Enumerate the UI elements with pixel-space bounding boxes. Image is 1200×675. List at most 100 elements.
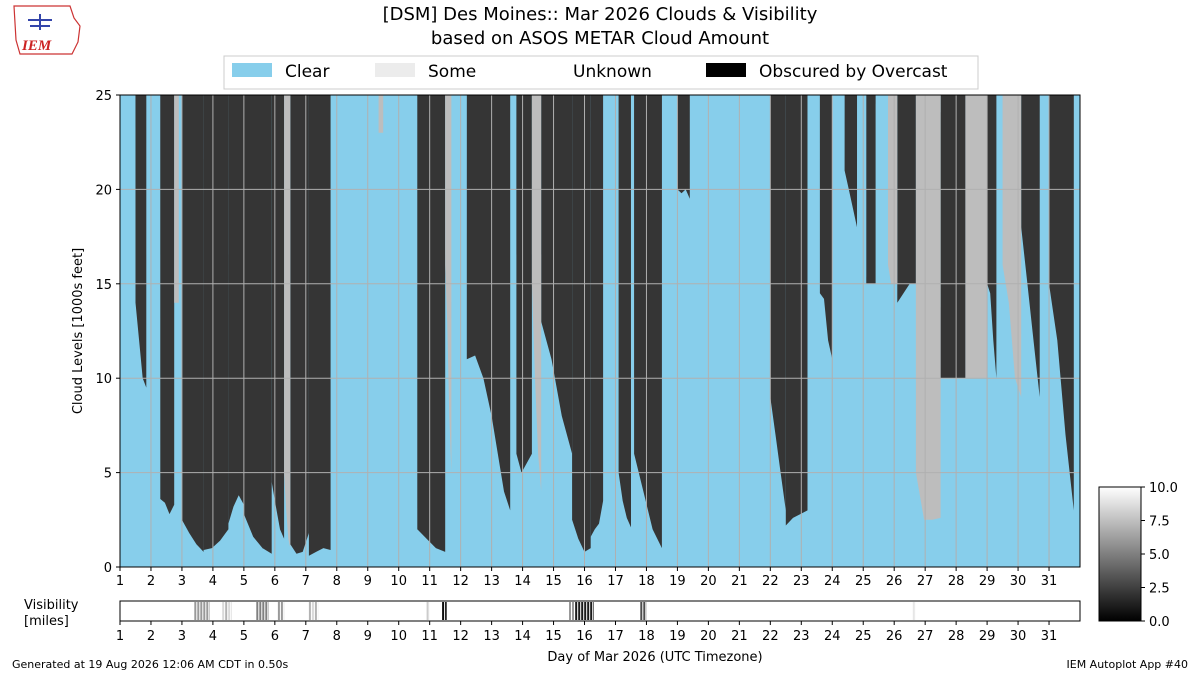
vis-x-tick-label: 26 bbox=[886, 629, 903, 644]
y-tick-label: 15 bbox=[95, 278, 112, 293]
visibility-cell bbox=[445, 602, 447, 620]
x-tick-label: 15 bbox=[545, 574, 562, 589]
overcast-cloud-span bbox=[160, 95, 175, 515]
x-tick-label: 4 bbox=[209, 574, 217, 589]
visibility-cell bbox=[640, 602, 643, 620]
visibility-label-line2: [miles] bbox=[24, 614, 69, 629]
legend-box bbox=[223, 55, 979, 90]
x-tick-label: 26 bbox=[886, 574, 903, 589]
vis-x-tick-label: 11 bbox=[421, 629, 438, 644]
y-tick-label: 25 bbox=[95, 89, 112, 104]
app-id: IEM Autoplot App #40 bbox=[1067, 658, 1189, 671]
vis-x-tick-label: 6 bbox=[271, 629, 279, 644]
some-cloud-span bbox=[1002, 95, 1022, 398]
visibility-cell bbox=[194, 602, 197, 620]
visibility-cell bbox=[228, 602, 231, 620]
x-tick-label: 8 bbox=[333, 574, 341, 589]
x-tick-label: 23 bbox=[793, 574, 810, 589]
colorbar-tick-label: 0.0 bbox=[1149, 615, 1170, 630]
visibility-cell bbox=[578, 602, 581, 620]
vis-x-tick-label: 31 bbox=[1041, 629, 1058, 644]
vis-x-tick-label: 19 bbox=[669, 629, 686, 644]
visibility-cell bbox=[426, 602, 429, 620]
visibility-cell bbox=[643, 602, 646, 620]
chart-subtitle: based on ASOS METAR Cloud Amount bbox=[431, 28, 769, 49]
x-tick-label: 6 bbox=[271, 574, 279, 589]
some-cloud-span bbox=[284, 95, 291, 549]
overcast-cloud-span bbox=[290, 95, 309, 554]
generated-timestamp: Generated at 19 Aug 2026 12:06 AM CDT in… bbox=[12, 658, 288, 671]
some-cloud-span bbox=[965, 95, 988, 379]
vis-x-tick-label: 18 bbox=[638, 629, 655, 644]
visibility-cell bbox=[442, 602, 445, 620]
visibility-colorbar: 10.0 7.5 5.0 2.5 0.0 bbox=[1098, 481, 1178, 630]
visibility-cell bbox=[311, 602, 314, 620]
visibility-cell bbox=[277, 602, 280, 620]
y-axis-label: Cloud Levels [1000s feet] bbox=[71, 248, 86, 414]
overcast-cloud-span bbox=[228, 95, 244, 524]
legend-label: Some bbox=[428, 62, 476, 82]
some-cloud-span bbox=[531, 95, 542, 492]
overcast-cloud-span bbox=[634, 95, 662, 549]
overcast-cloud-span bbox=[770, 95, 786, 511]
vis-x-tick-label: 4 bbox=[209, 629, 217, 644]
overcast-cloud-span bbox=[987, 95, 997, 379]
vis-x-tick-label: 16 bbox=[576, 629, 593, 644]
colorbar-tick-label: 7.5 bbox=[1149, 515, 1170, 530]
cloud-plot: 1 2 3 4 5 6 7 8 9 10 11 12 13 14 15 16 17 18 19 20 21 22 23 24 2… bbox=[95, 89, 1081, 589]
visibility-cell bbox=[209, 602, 210, 620]
visibility-strip: 1 2 3 4 5 6 7 8 9 10 11 12 13 14 15 16 17 18 19 20 21 22 23 24 2… bbox=[116, 600, 1081, 644]
overcast-cloud-span bbox=[1049, 95, 1074, 511]
vis-x-tick-label: 13 bbox=[483, 629, 500, 644]
legend-label: Obscured by Overcast bbox=[759, 62, 948, 82]
visibility-cell bbox=[222, 602, 225, 620]
visibility-cell bbox=[265, 602, 268, 620]
visibility-frame bbox=[119, 600, 1081, 622]
plot-frame bbox=[119, 94, 1081, 568]
visibility-cell bbox=[280, 602, 283, 620]
vis-x-tick-label: 23 bbox=[793, 629, 810, 644]
x-tick-label: 30 bbox=[1010, 574, 1027, 589]
x-tick-label: 10 bbox=[390, 574, 407, 589]
iem-logo: IEM bbox=[13, 5, 81, 55]
x-tick-label: 11 bbox=[421, 574, 438, 589]
vis-x-tick-label: 28 bbox=[948, 629, 965, 644]
visibility-cell bbox=[206, 602, 209, 620]
x-tick-label: 7 bbox=[302, 574, 310, 589]
vis-x-tick-label: 20 bbox=[700, 629, 717, 644]
x-tick-label: 3 bbox=[178, 574, 186, 589]
visibility-cell bbox=[225, 602, 228, 620]
vis-x-tick-label: 15 bbox=[545, 629, 562, 644]
some-cloud-span bbox=[378, 95, 384, 133]
x-tick-label: 25 bbox=[855, 574, 872, 589]
visibility-cell bbox=[912, 602, 915, 620]
vis-x-tick-label: 14 bbox=[514, 629, 531, 644]
legend-label: Clear bbox=[285, 62, 329, 82]
vis-x-tick-label: 1 bbox=[116, 629, 124, 644]
overcast-cloud-span bbox=[135, 95, 147, 388]
vis-x-tick-label: 21 bbox=[731, 629, 748, 644]
x-tick-label: 13 bbox=[483, 574, 500, 589]
colorbar-tick-label: 10.0 bbox=[1149, 481, 1178, 496]
overcast-cloud-span bbox=[203, 95, 229, 550]
visibility-cell bbox=[308, 602, 311, 620]
overcast-cloud-span bbox=[181, 95, 204, 552]
x-tick-label: 29 bbox=[979, 574, 996, 589]
overcast-cloud-span bbox=[572, 95, 591, 552]
x-tick-label: 19 bbox=[669, 574, 686, 589]
overcast-cloud-span bbox=[1021, 95, 1040, 398]
legend-swatch bbox=[375, 63, 415, 77]
x-tick-label: 18 bbox=[638, 574, 655, 589]
vis-x-tick-label: 9 bbox=[364, 629, 372, 644]
overcast-cloud-span bbox=[618, 95, 631, 528]
vis-x-tick-label: 2 bbox=[147, 629, 155, 644]
overcast-cloud-span bbox=[940, 95, 966, 379]
y-tick-label: 20 bbox=[95, 183, 112, 198]
overcast-cloud-span bbox=[819, 95, 833, 360]
overcast-cloud-span bbox=[677, 95, 690, 199]
x-tick-label: 24 bbox=[824, 574, 841, 589]
colorbar-gradient bbox=[1098, 486, 1142, 622]
x-axis-label: Day of Mar 2026 (UTC Timezone) bbox=[547, 650, 762, 665]
overcast-cloud-span bbox=[308, 95, 331, 556]
visibility-cell bbox=[584, 602, 587, 620]
